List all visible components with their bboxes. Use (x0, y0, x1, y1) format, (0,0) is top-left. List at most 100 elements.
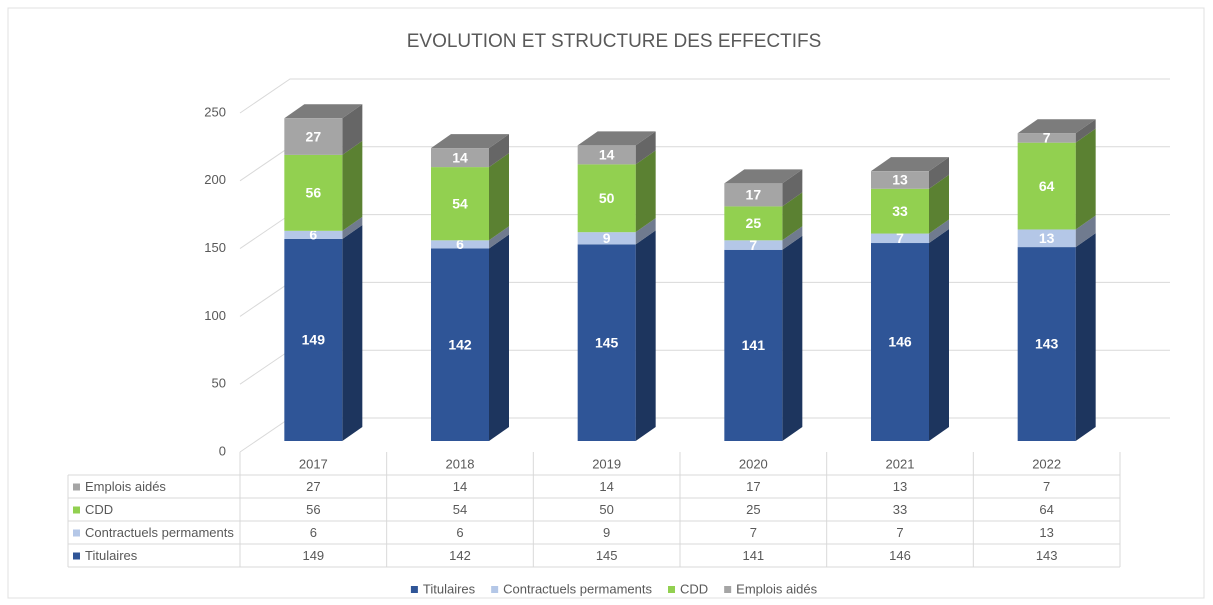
bar-segment (431, 234, 509, 441)
value-label: 17 (746, 187, 762, 203)
bar-side (342, 224, 363, 441)
bar-side (342, 216, 363, 239)
table-cell: 143 (1036, 548, 1058, 563)
value-label: 50 (599, 190, 615, 206)
y-tick-label: 50 (212, 376, 226, 391)
table-row-label: Titulaires (85, 548, 138, 563)
bar-segment (431, 134, 509, 168)
legend-label: Contractuels permaments (503, 581, 652, 596)
bar-segment (577, 150, 656, 233)
table-key (73, 529, 80, 537)
value-label: 13 (1039, 230, 1055, 246)
bar-front (871, 188, 929, 234)
bar-front (577, 244, 636, 441)
table-cell: 17 (746, 479, 760, 494)
y-tick-label: 0 (219, 443, 226, 458)
bar-segment (1017, 128, 1096, 230)
bar-side (635, 150, 656, 233)
table-cell: 149 (302, 548, 324, 563)
table-cell: 50 (599, 502, 613, 517)
bar-segment (724, 235, 803, 441)
legend-key (410, 586, 418, 593)
bar-side (782, 235, 803, 441)
bar-side (635, 230, 656, 441)
bar-front (724, 183, 783, 207)
table-cell: 14 (599, 479, 613, 494)
bar-front (284, 154, 343, 231)
bar-side (342, 104, 363, 155)
bar-top (871, 157, 949, 172)
bar-front (1017, 247, 1076, 441)
table-cell: 14 (453, 479, 467, 494)
table-cell: 7 (1043, 479, 1050, 494)
bar-segment (724, 192, 803, 241)
table-cell: 6 (456, 525, 463, 540)
bar-front (1017, 229, 1076, 248)
bar-side (489, 234, 509, 441)
bar-front (431, 248, 489, 441)
table-cell: 7 (896, 525, 903, 540)
bar-segment (1017, 215, 1096, 248)
y-tick-label: 200 (204, 172, 226, 187)
table-row-label: Contractuels permaments (85, 525, 234, 540)
bar-front (284, 238, 343, 441)
legend-key (491, 586, 499, 593)
value-label: 25 (746, 215, 762, 231)
bar-segment (1017, 119, 1096, 143)
x-tick-label: 2019 (592, 456, 621, 471)
bar-front (871, 233, 929, 244)
bar-side (489, 226, 509, 249)
bar-side (782, 226, 803, 250)
table-cell: 64 (1039, 502, 1053, 517)
bar-segment (724, 169, 803, 207)
table-cell: 7 (750, 525, 757, 540)
table-row-label: Emplois aidés (85, 479, 166, 494)
y-tick-label: 100 (204, 308, 226, 323)
value-label: 7 (1043, 130, 1051, 146)
bar-segment (871, 157, 949, 189)
bar-top (724, 169, 803, 184)
table-row-label: CDD (85, 502, 113, 517)
bar-segment (284, 224, 363, 441)
bar-segment (871, 219, 949, 244)
table-cell: 9 (603, 525, 610, 540)
table-key (73, 483, 80, 491)
bar-segment (577, 131, 656, 165)
x-tick-label: 2021 (886, 456, 915, 471)
bar-segment (431, 226, 509, 249)
bar-front (284, 118, 343, 155)
bar-side (635, 131, 656, 165)
value-label: 14 (452, 149, 468, 165)
x-tick-label: 2020 (739, 456, 768, 471)
bar-side (929, 174, 949, 234)
value-label: 56 (306, 185, 322, 201)
bar-front (724, 240, 783, 250)
bar-front (724, 206, 783, 241)
table-cell: 145 (596, 548, 618, 563)
value-label: 54 (452, 195, 468, 211)
table-cell: 13 (1039, 525, 1053, 540)
value-label: 145 (595, 334, 619, 350)
value-label: 7 (749, 237, 757, 253)
legend-key (668, 586, 675, 593)
bar-top (577, 131, 656, 146)
table-cell: 33 (893, 502, 907, 517)
bar-front (1017, 133, 1076, 143)
grid-line (239, 78, 1170, 114)
bar-segment (1017, 233, 1096, 441)
bar-side (782, 169, 803, 207)
table-key (73, 552, 80, 560)
bar-side (929, 157, 949, 189)
bar-segment (871, 229, 949, 441)
value-label: 146 (888, 334, 912, 350)
bar-front (431, 148, 489, 168)
value-label: 141 (742, 337, 766, 353)
bar-front (1017, 142, 1076, 230)
bar-front (431, 240, 489, 249)
bar-side (489, 134, 509, 168)
bar-side (929, 229, 949, 441)
value-label: 64 (1039, 178, 1055, 194)
value-label: 14 (599, 147, 615, 163)
legend-label: Titulaires (423, 581, 476, 596)
